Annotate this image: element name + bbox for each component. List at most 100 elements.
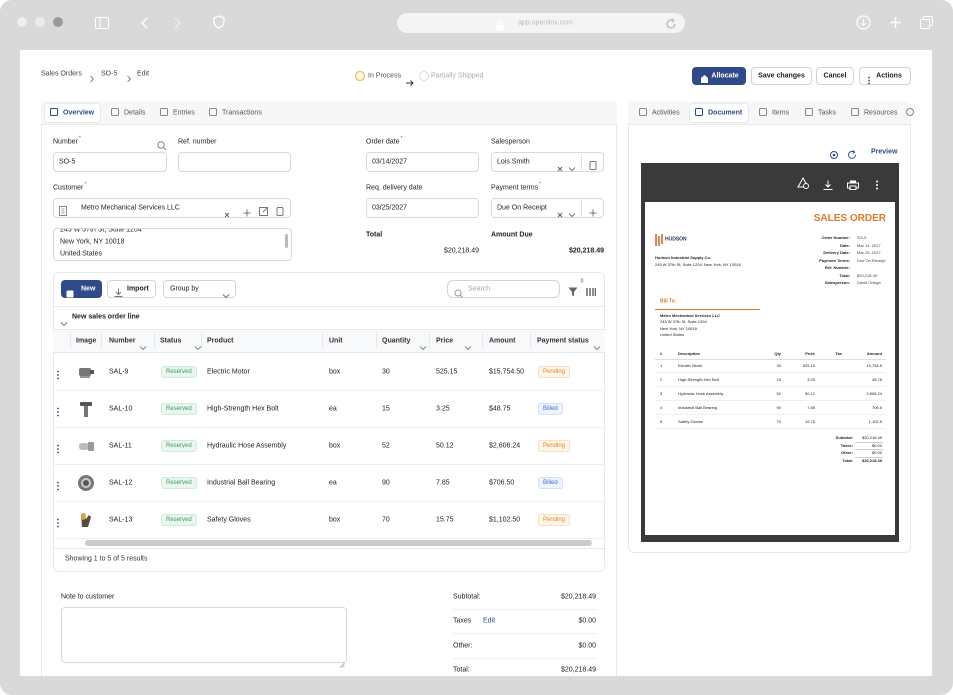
settings-icon[interactable] (829, 147, 839, 159)
icon-graphic (243, 209, 251, 217)
summary-label: Total: (453, 666, 470, 674)
preview-link[interactable]: Preview (871, 148, 898, 156)
reload-icon[interactable] (665, 17, 677, 29)
input-value[interactable]: 03/14/2027 (372, 158, 408, 166)
more-icon[interactable] (875, 177, 879, 190)
icon-graphic (259, 206, 269, 216)
tab[interactable]: Transactions (222, 109, 262, 117)
plus-icon[interactable] (243, 204, 251, 217)
sidebar-icon[interactable] (95, 16, 109, 29)
drive-icon[interactable] (797, 176, 809, 189)
input-field[interactable] (366, 198, 479, 218)
column-header[interactable]: Product (207, 337, 234, 345)
clear-icon[interactable] (557, 159, 563, 172)
column-header[interactable]: Status (160, 337, 182, 345)
tab[interactable]: Tasks (818, 109, 836, 117)
action-button[interactable] (859, 67, 911, 85)
row-menu[interactable] (56, 404, 60, 417)
action-button-label[interactable]: Allocate (711, 72, 739, 80)
columns-icon[interactable] (586, 284, 597, 296)
action-button-label[interactable]: Save changes (758, 72, 805, 80)
cell: ea (329, 479, 337, 487)
column-header[interactable]: Price (436, 337, 454, 345)
group-by-select[interactable] (163, 280, 236, 298)
edit-icon[interactable] (259, 203, 269, 216)
column-header[interactable]: Image (76, 337, 97, 345)
forward-icon[interactable] (173, 16, 182, 29)
column-header[interactable]: Number (109, 337, 136, 345)
plus-icon[interactable] (589, 204, 597, 217)
input-value[interactable]: 03/25/2027 (372, 204, 408, 212)
action-button-label[interactable]: Cancel (823, 72, 847, 80)
row-menu[interactable] (56, 441, 60, 454)
input-field[interactable] (53, 152, 167, 172)
clear-icon[interactable] (557, 205, 563, 218)
input-value[interactable]: SO-5 (59, 158, 76, 166)
column-header[interactable]: Amount (489, 337, 516, 345)
row-menu[interactable] (56, 367, 60, 380)
column-header[interactable]: Unit (329, 337, 343, 345)
select-label[interactable]: Group by (170, 285, 199, 293)
input-value[interactable]: Metro Mechanical Services LLC (81, 204, 180, 212)
cell: 3.25 (436, 405, 450, 413)
doc-cell: Hydraulic Hose Assembly (678, 391, 724, 396)
tab[interactable]: Overview (63, 109, 95, 117)
action-button[interactable] (751, 67, 812, 85)
button-label[interactable]: New (81, 285, 96, 293)
summary-label: Subtotal: (453, 593, 481, 601)
address-bar[interactable] (397, 13, 685, 33)
download-icon[interactable] (856, 15, 871, 30)
input-value[interactable]: Due On Receipt (497, 204, 547, 212)
input-field[interactable] (491, 152, 604, 172)
product-image (77, 400, 95, 418)
summary-value: $20,218.49 (443, 247, 479, 255)
address-textarea[interactable]: 245 W 37th St, Suite 1204 New York, NY 10… (53, 228, 292, 261)
doc-row-divider (655, 400, 886, 401)
tab[interactable]: Resources (864, 109, 898, 117)
column-header[interactable]: Quantity (382, 337, 411, 345)
note-textarea[interactable] (61, 607, 347, 663)
cell: $48.75 (489, 405, 511, 413)
search-input[interactable] (447, 280, 560, 298)
filter-icon[interactable] (568, 284, 578, 297)
download-icon[interactable] (823, 177, 833, 190)
refresh-icon[interactable] (847, 147, 857, 159)
lock-icon (496, 18, 504, 31)
icon-graphic (568, 167, 576, 172)
input-field[interactable] (53, 198, 291, 218)
action-button[interactable] (816, 67, 854, 85)
print-icon[interactable] (847, 177, 859, 190)
tab[interactable]: Activities (652, 109, 680, 117)
column-header[interactable]: Payment status (537, 337, 589, 345)
new-tab-icon[interactable] (889, 16, 902, 29)
tab[interactable]: Details (124, 109, 146, 117)
search-placeholder[interactable]: Search (468, 285, 491, 293)
edit-link[interactable]: Edit (483, 617, 496, 625)
input-field[interactable] (366, 152, 479, 172)
back-icon[interactable] (140, 16, 149, 29)
divider (53, 306, 605, 307)
search-icon[interactable] (157, 138, 167, 151)
logo-mark (655, 233, 663, 247)
button-label[interactable]: Import (127, 285, 149, 293)
row-menu[interactable] (56, 515, 60, 527)
icon-graphic (90, 75, 95, 83)
cell: 15 (382, 405, 390, 413)
breadcrumb-item[interactable]: SO-5 (101, 70, 118, 78)
input-field[interactable] (491, 198, 604, 218)
tabs-icon[interactable] (920, 16, 933, 29)
input-value[interactable]: Lois Smith (497, 158, 530, 166)
tab[interactable]: Entries (173, 109, 195, 117)
row-divider (53, 464, 605, 466)
shield-icon[interactable] (213, 15, 225, 29)
clear-icon[interactable] (224, 205, 230, 218)
tab[interactable]: Document (708, 109, 743, 117)
tab[interactable]: Items (772, 109, 790, 117)
row-menu[interactable] (56, 478, 60, 491)
clipboard-icon[interactable] (276, 203, 284, 216)
doc-cell: 15 (776, 377, 781, 382)
breadcrumb-item[interactable]: Sales Orders (41, 70, 82, 78)
clipboard-icon[interactable] (589, 157, 597, 170)
action-button-label[interactable]: Actions (876, 72, 902, 80)
input-field[interactable] (178, 152, 291, 172)
